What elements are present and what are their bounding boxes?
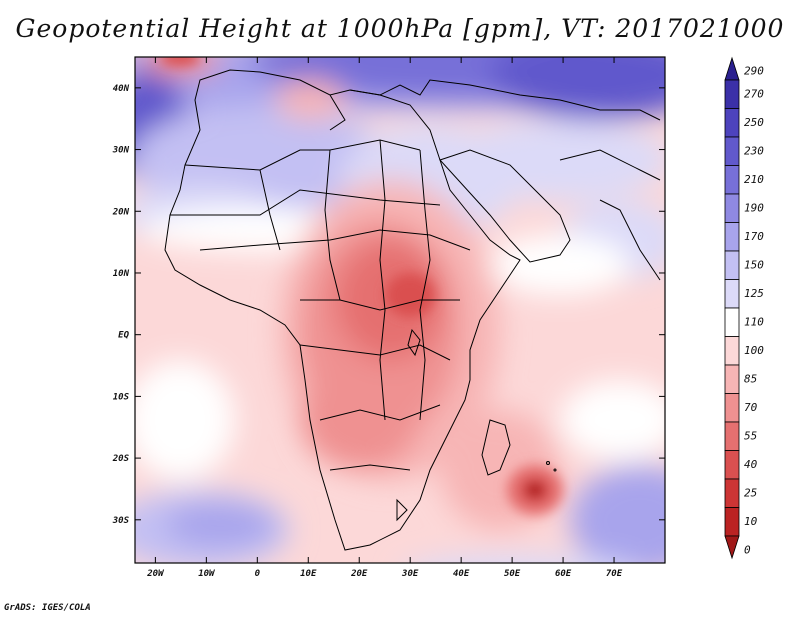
- colorbar-label: 170: [744, 230, 764, 243]
- lat-tick-label: 20N: [112, 207, 130, 217]
- colorbar-swatch: [724, 193, 740, 223]
- map-frame: [134, 56, 666, 564]
- colorbar-label: 150: [744, 258, 764, 271]
- grads-credit: GrADS: IGES/COLA: [4, 603, 91, 613]
- colorbar-label: 270: [744, 87, 764, 100]
- colorbar-swatch: [724, 478, 740, 508]
- colorbar-label: 40: [744, 458, 758, 471]
- lat-tick-label: 10S: [113, 392, 130, 402]
- colorbar-label: 190: [744, 201, 764, 214]
- lat-tick-label: 10N: [113, 269, 130, 279]
- colorbar-swatch: [724, 56, 740, 81]
- lon-tick-label: 0: [255, 569, 261, 579]
- lon-tick-label: 60E: [555, 569, 572, 579]
- colorbar-label: 230: [744, 144, 764, 157]
- lat-tick-label: 40N: [113, 84, 130, 94]
- colorbar-label: 290: [744, 64, 764, 77]
- map-axes: 40N 30N 20N 10N EQ 10S 20S 30S 20W 10W 0 10E 20E 30E 4…: [112, 56, 666, 579]
- lat-tick-label: 20S: [112, 454, 130, 464]
- colorbar-swatch: [724, 79, 740, 109]
- colorbar-label: 125: [744, 287, 764, 300]
- lon-tick-label: 20E: [350, 569, 368, 579]
- colorbar-label: 110: [744, 315, 764, 328]
- colorbar-label: 55: [744, 429, 757, 442]
- lat-tick-label: EQ: [118, 331, 129, 341]
- colorbar: 2902702502302101901701501251101008570554…: [724, 56, 764, 560]
- colorbar-label: 25: [744, 486, 757, 499]
- colorbar-swatch: [724, 535, 740, 560]
- colorbar-label: 0: [744, 543, 751, 556]
- colorbar-swatch: [724, 222, 740, 252]
- colorbar-label: 70: [744, 401, 758, 414]
- colorbar-label: 250: [744, 116, 764, 129]
- height-field: [135, 57, 665, 563]
- colorbar-swatch: [724, 279, 740, 309]
- colorbar-swatch: [724, 108, 740, 138]
- colorbar-swatch: [724, 250, 740, 280]
- colorbar-swatch: [724, 421, 740, 451]
- colorbar-swatch: [724, 507, 740, 537]
- lon-tick-label: 40E: [453, 569, 470, 579]
- lon-tick-label: 30E: [401, 569, 419, 579]
- lat-tick-label: 30N: [112, 146, 130, 156]
- colorbar-swatch: [724, 165, 740, 195]
- lon-tick-label: 10E: [300, 569, 317, 579]
- colorbar-label: 10: [744, 515, 758, 528]
- colorbar-swatch: [724, 307, 740, 337]
- colorbar-swatch: [724, 136, 740, 166]
- lon-tick-label: 20W: [146, 569, 165, 579]
- lon-tick-label: 10W: [198, 569, 216, 579]
- colorbar-label: 100: [744, 344, 764, 357]
- colorbar-swatch: [724, 364, 740, 394]
- colorbar-swatch: [724, 450, 740, 480]
- lon-tick-label: 50E: [504, 569, 521, 579]
- colorbar-label: 85: [744, 372, 757, 385]
- colorbar-label: 210: [744, 173, 764, 186]
- lon-tick-label: 70E: [606, 569, 623, 579]
- colorbar-swatch: [724, 336, 740, 366]
- map-title: Geopotential Height at 1000hPa [gpm], VT…: [15, 14, 785, 43]
- lat-tick-label: 30S: [112, 516, 130, 526]
- colorbar-swatch: [724, 393, 740, 423]
- coastlines: [164, 69, 661, 551]
